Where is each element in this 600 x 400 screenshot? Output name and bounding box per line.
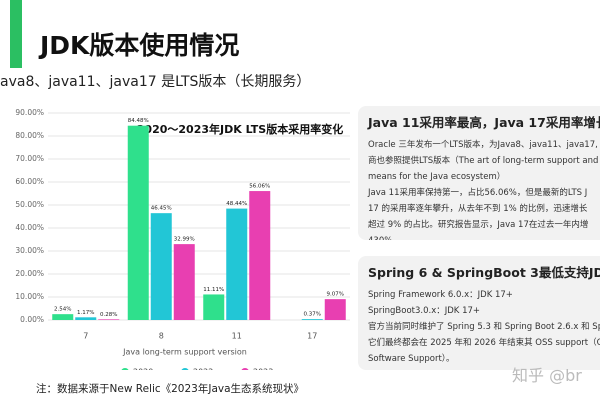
value-label: 1.17% [77,310,94,316]
x-tick-label: 7 [83,332,88,341]
value-label: 48.44% [226,201,247,207]
panel-line: Oracle 三年发布一个LTS版本，为Java8、java11、java17, [368,140,598,150]
x-tick-label: 8 [159,332,164,341]
panel-line: 官方当前同时维护了 Spring 5.3 和 Spring Boot 2.6.x… [368,322,600,332]
legend-label: 2023 [253,368,273,371]
value-label: 11.11% [203,287,224,293]
panel-line: 商也参照提供LTS版本（The art of long-term support… [368,156,600,166]
panel-line: 超过 9% 的占比。研究报告显示，Java 17在过去一年内增 [368,220,589,230]
y-tick-label: 80.00% [15,131,44,140]
panel: Java 11采用率最高，Java 17采用率增长迅 Oracle 三年发布一个… [358,106,600,240]
bar [75,317,97,320]
value-label: 2.54% [54,307,71,313]
panel-title: Spring 6 & SpringBoot 3最低支持JDK17 [368,265,600,280]
panel-line: 430%。 [368,233,600,240]
subtitle: ava8、java11、java17 是LTS版本（长期服务） [0,74,311,90]
panel-line: Spring Framework 6.0.x：JDK 17+ [368,290,513,300]
legend-label: 2020 [133,368,153,371]
bar [203,294,225,320]
panel-line: SpringBoot3.0.x：JDK 17+ [368,306,481,316]
panel-line: Software Support）。 [368,354,455,364]
panel: Spring 6 & SpringBoot 3最低支持JDK17 Spring … [358,256,600,370]
legend-marker [241,368,249,370]
chart: 2020～2023年JDK LTS版本采用率变化 Java long-term … [15,108,350,371]
panel-line: 它们最终都会在 2025 年和 2026 年结束其 OSS support（Op… [368,338,600,348]
x-tick-label: 17 [307,332,317,341]
value-label: 0.28% [100,312,117,318]
x-axis-label: Java long-term support version [122,348,247,357]
y-tick-label: 30.00% [15,246,44,255]
chart-title: 2020～2023年JDK LTS版本采用率变化 [137,122,343,136]
panel-title: Java 11采用率最高，Java 17采用率增长迅 [368,115,600,130]
bar [127,125,149,320]
value-label: 9.07% [327,292,344,298]
legend-marker [181,368,189,370]
watermark: 知乎 @br [512,366,582,385]
bar [324,299,346,320]
value-label: 56.06% [249,184,270,190]
bar [249,191,271,320]
accent-bar [10,0,22,68]
y-tick-label: 90.00% [15,108,44,117]
y-tick-label: 10.00% [15,292,44,301]
bar [98,319,120,320]
footnote: 注：数据来源于New Relic《2023年Java生态系统现状》 [36,383,305,395]
bar [150,213,172,320]
bar [52,314,74,320]
legend-label: 2022 [193,368,213,371]
value-label: 32.99% [174,237,195,243]
value-label: 0.37% [304,312,321,318]
slide-title: JDK版本使用情况 [40,31,240,60]
bar [301,319,323,320]
y-tick-label: 20.00% [15,269,44,278]
y-tick-label: 70.00% [15,154,44,163]
y-tick-label: 60.00% [15,177,44,186]
panel-line: Java 11采用率保持第一，占比56.06%，但是最新的LTS J [368,188,588,198]
y-tick-label: 50.00% [15,200,44,209]
x-tick-label: 11 [232,332,242,341]
y-tick-label: 40.00% [15,223,44,232]
legend-marker [121,368,129,370]
y-tick-label: 0.00% [20,315,44,324]
bar [173,244,195,320]
panel-line: 17 的采用率逐年攀升，从去年不到 1% 的比例，迅速增长 [368,204,588,214]
value-label: 84.48% [128,118,149,124]
panel-line: means for the Java ecosystem） [368,172,506,182]
value-label: 46.45% [151,206,172,212]
bar [226,208,248,320]
